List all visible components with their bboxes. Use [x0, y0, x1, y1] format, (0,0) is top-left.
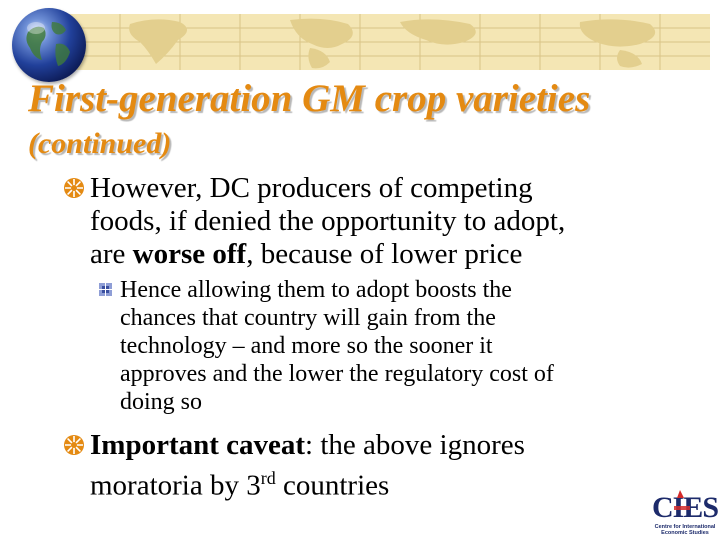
sub-bullet-line-2: chances that country will gain from the	[120, 305, 496, 331]
orange-starburst-bullet-icon	[64, 178, 84, 198]
slide-title: First-generation GM crop varieties	[28, 77, 591, 120]
slide-subtitle: (continued)	[28, 127, 172, 160]
bullet-2-line-2: moratoria by 3rd countries	[90, 468, 390, 502]
sub-bullet-line-3: technology – and more so the sooner it	[120, 333, 493, 359]
logo-caption: Centre for International Economic Studie…	[654, 524, 716, 536]
sub-bullet-line-4: approves and the lower the regulatory co…	[120, 361, 554, 387]
bullet-1-line-3: are worse off, because of lower price	[90, 238, 523, 270]
sub-bullet-line-1: Hence allowing them to adopt boosts the	[120, 277, 512, 303]
globe-icon	[12, 8, 86, 82]
header-map-banner	[60, 14, 710, 70]
cies-logo-mark: CIES	[652, 490, 719, 524]
cies-logo: CIES Centre for International Economic S…	[650, 486, 720, 540]
bullet-2-line-1: Important caveat: the above ignores	[90, 429, 525, 461]
blue-square-bullet-icon	[99, 283, 112, 296]
emphasis-important-caveat: Important caveat	[90, 429, 306, 461]
bullet-1-line-1: However, DC producers of competing	[90, 172, 533, 204]
sub-bullet-line-5: doing so	[120, 389, 203, 415]
bullet-1-line-2: foods, if denied the opportunity to adop…	[90, 205, 566, 237]
orange-starburst-bullet-icon	[64, 435, 84, 455]
emphasis-worse-off: worse off	[132, 238, 247, 270]
